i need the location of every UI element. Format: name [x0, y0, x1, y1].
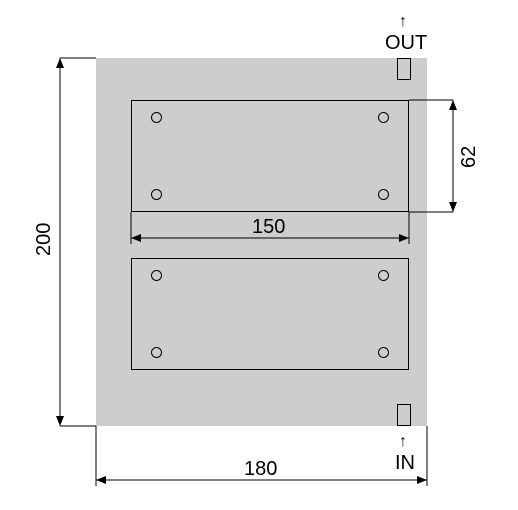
dim-width-label: 180 [244, 458, 277, 481]
dim-width-180 [0, 0, 518, 510]
